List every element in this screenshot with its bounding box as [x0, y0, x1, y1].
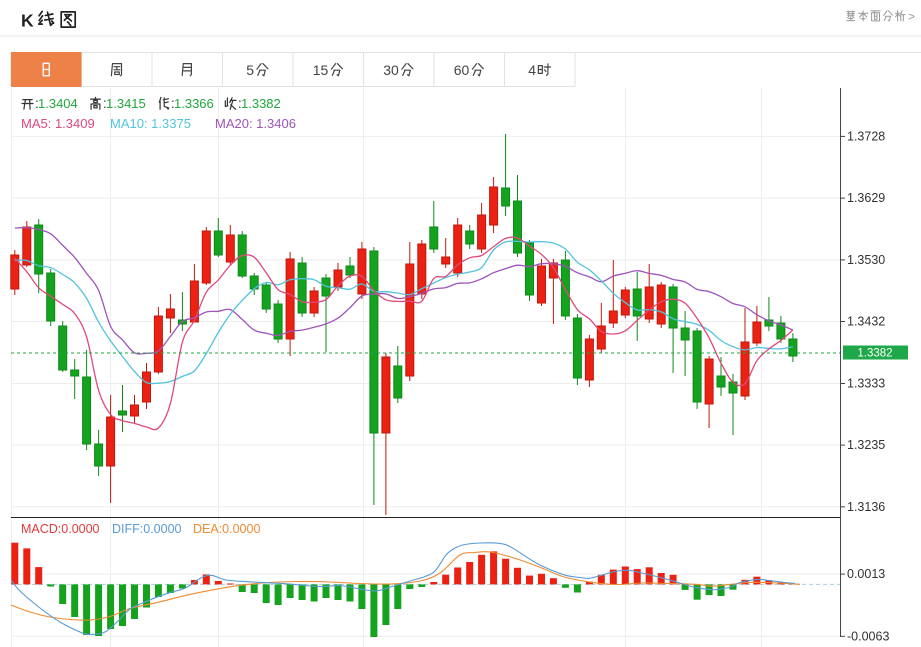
svg-text:1.3382: 1.3382 [857, 348, 892, 360]
svg-text::: : [238, 96, 242, 111]
svg-text:MACD:0.0000: MACD:0.0000 [21, 522, 100, 536]
svg-text:5: 5 [246, 62, 254, 78]
svg-text:1.3415: 1.3415 [106, 96, 146, 111]
svg-text:1.3333: 1.3333 [847, 377, 885, 391]
svg-text:1.3432: 1.3432 [847, 315, 885, 329]
svg-text:1.3382: 1.3382 [241, 96, 281, 111]
svg-text:MA10: 1.3375: MA10: 1.3375 [110, 116, 191, 131]
svg-text:1.3629: 1.3629 [847, 191, 885, 205]
svg-text::: : [171, 96, 175, 111]
svg-text:MA20: 1.3406: MA20: 1.3406 [215, 116, 296, 131]
svg-text:4: 4 [528, 62, 536, 78]
svg-text:30: 30 [383, 62, 399, 78]
svg-text:0.0013: 0.0013 [847, 567, 885, 581]
svg-text:DIFF:0.0000: DIFF:0.0000 [112, 522, 182, 536]
svg-text:DEA:0.0000: DEA:0.0000 [193, 522, 260, 536]
svg-text:>: > [908, 10, 915, 24]
svg-text:15: 15 [313, 62, 329, 78]
svg-text:1.3404: 1.3404 [38, 96, 78, 111]
svg-text::: : [103, 96, 107, 111]
svg-text:-0.0063: -0.0063 [847, 629, 889, 643]
svg-text:1.3530: 1.3530 [847, 253, 885, 267]
svg-text:1.3235: 1.3235 [847, 438, 885, 452]
svg-text::: : [35, 96, 39, 111]
svg-text:MA5: 1.3409: MA5: 1.3409 [21, 116, 95, 131]
svg-text:60: 60 [454, 62, 470, 78]
svg-text:1.3136: 1.3136 [847, 500, 885, 514]
svg-text:K: K [21, 11, 34, 31]
svg-text:1.3728: 1.3728 [847, 129, 885, 143]
svg-text:1.3366: 1.3366 [174, 96, 214, 111]
